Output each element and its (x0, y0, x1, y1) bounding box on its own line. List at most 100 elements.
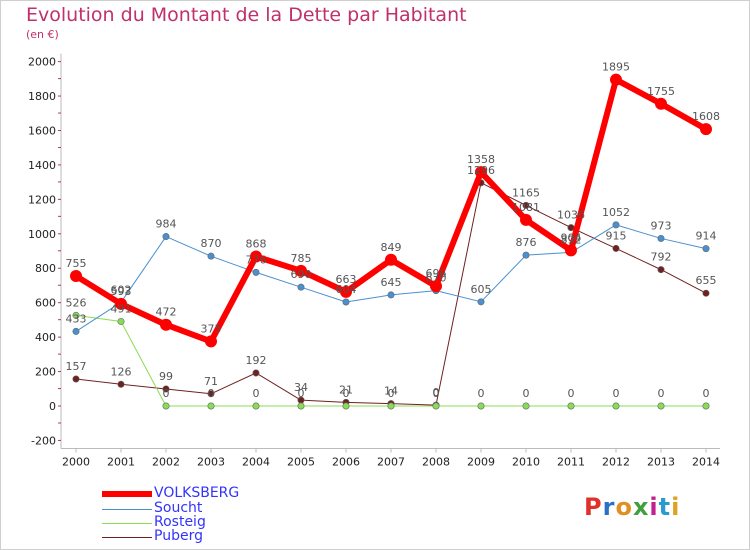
data-label-puberg: 192 (246, 354, 267, 367)
data-label-volksberg: 593 (111, 285, 132, 298)
data-point-volksberg (295, 264, 307, 277)
x-tick-label: 2014 (692, 455, 720, 468)
data-point-puberg (117, 380, 125, 388)
y-tick-label: 1000 (28, 228, 56, 241)
logo-letter: r (602, 493, 616, 521)
data-point-volksberg (655, 97, 667, 110)
data-label-rosteig: 0 (208, 387, 215, 400)
data-label-volksberg: 375 (201, 322, 222, 335)
data-point-soucht (477, 298, 485, 306)
y-tick-label: 400 (35, 331, 56, 344)
data-point-puberg (612, 244, 620, 252)
x-tick-label: 2009 (467, 455, 495, 468)
data-point-puberg (207, 390, 215, 398)
data-label-puberg: 1165 (512, 186, 540, 199)
data-point-soucht (297, 283, 305, 291)
data-label-soucht: 914 (696, 230, 717, 243)
data-label-puberg: 655 (696, 274, 717, 287)
data-point-puberg (657, 266, 665, 274)
data-label-rosteig: 0 (253, 387, 260, 400)
data-label-soucht: 604 (336, 283, 357, 296)
y-tick-label: -200 (31, 434, 56, 447)
legend-label-soucht: Soucht (154, 500, 203, 516)
data-label-puberg: 126 (111, 365, 132, 378)
x-tick-label: 2011 (557, 455, 585, 468)
data-label-soucht: 876 (516, 236, 537, 249)
y-tick-label: 1400 (28, 159, 56, 172)
data-label-rosteig: 526 (66, 296, 87, 309)
data-point-rosteig (297, 402, 305, 410)
data-point-rosteig (117, 317, 125, 325)
legend-swatch-puberg (102, 537, 152, 538)
axes: 2000180016001400120010008006004002000-20… (28, 53, 720, 468)
y-tick-label: 0 (49, 400, 56, 413)
x-tick-label: 2013 (647, 455, 675, 468)
x-tick-label: 2008 (422, 455, 450, 468)
data-label-volksberg: 696 (426, 267, 447, 280)
data-label-puberg: 157 (66, 360, 87, 373)
data-point-volksberg (700, 123, 712, 136)
data-point-volksberg (475, 166, 487, 179)
y-tick-label: 1800 (28, 90, 56, 103)
data-point-soucht (387, 291, 395, 299)
data-point-puberg (252, 369, 260, 377)
y-tick-label: 600 (35, 297, 56, 310)
data-label-volksberg: 1358 (467, 153, 495, 166)
data-label-soucht: 690 (291, 268, 312, 281)
x-tick-label: 2004 (242, 455, 270, 468)
data-label-soucht: 1052 (602, 206, 630, 219)
data-label-volksberg: 663 (336, 273, 357, 286)
data-label-puberg: 99 (159, 370, 173, 383)
x-tick-label: 2000 (62, 455, 90, 468)
y-tick-label: 800 (35, 262, 56, 275)
data-point-volksberg (205, 335, 217, 348)
series-layer (70, 73, 712, 410)
data-point-volksberg (160, 318, 172, 331)
data-label-soucht: 645 (381, 276, 402, 289)
x-tick-label: 2003 (197, 455, 225, 468)
data-point-volksberg (610, 73, 622, 86)
x-tick-label: 2002 (152, 455, 180, 468)
logo-letter: i (671, 493, 681, 521)
legend-swatch-volksberg (102, 491, 152, 497)
data-point-rosteig (342, 402, 350, 410)
data-point-soucht (657, 234, 665, 242)
data-point-volksberg (340, 285, 352, 298)
data-point-rosteig (72, 311, 80, 319)
x-tick-label: 2006 (332, 455, 360, 468)
x-tick-label: 2010 (512, 455, 540, 468)
y-tick-label: 2000 (28, 56, 56, 69)
data-label-rosteig: 0 (163, 387, 170, 400)
chart-title: Evolution du Montant de la Dette par Hab… (26, 4, 467, 26)
data-point-rosteig (432, 402, 440, 410)
data-label-volksberg: 1081 (512, 201, 540, 214)
data-label-soucht: 984 (156, 218, 177, 231)
legend-label-puberg: Puberg (154, 528, 203, 544)
data-label-rosteig: 0 (343, 387, 350, 400)
data-label-rosteig: 0 (478, 387, 485, 400)
data-label-soucht: 892 (561, 233, 582, 246)
data-point-puberg (72, 375, 80, 383)
data-label-rosteig: 0 (433, 387, 440, 400)
data-label-puberg: 34 (294, 381, 308, 394)
data-point-volksberg (70, 269, 82, 282)
logo-letter: o (615, 493, 633, 521)
data-label-soucht: 870 (201, 237, 222, 250)
data-label-volksberg: 755 (66, 257, 87, 270)
legend-swatch-rosteig (102, 523, 152, 524)
data-label-rosteig: 0 (658, 387, 665, 400)
data-label-puberg: 21 (339, 383, 353, 396)
data-label-soucht: 670 (426, 272, 447, 285)
data-label-rosteig: 0 (523, 387, 530, 400)
logo-letter: t (658, 493, 672, 521)
data-label-soucht: 776 (246, 253, 267, 266)
y-tick-label: 200 (35, 366, 56, 379)
data-label-puberg: 1036 (557, 209, 585, 222)
data-label-rosteig: 491 (111, 302, 132, 315)
data-point-soucht (612, 221, 620, 229)
data-label-soucht: 973 (651, 219, 672, 232)
data-label-volksberg: 472 (156, 306, 177, 319)
data-point-soucht (522, 251, 530, 259)
legend-label-rosteig: Rosteig (154, 514, 206, 530)
